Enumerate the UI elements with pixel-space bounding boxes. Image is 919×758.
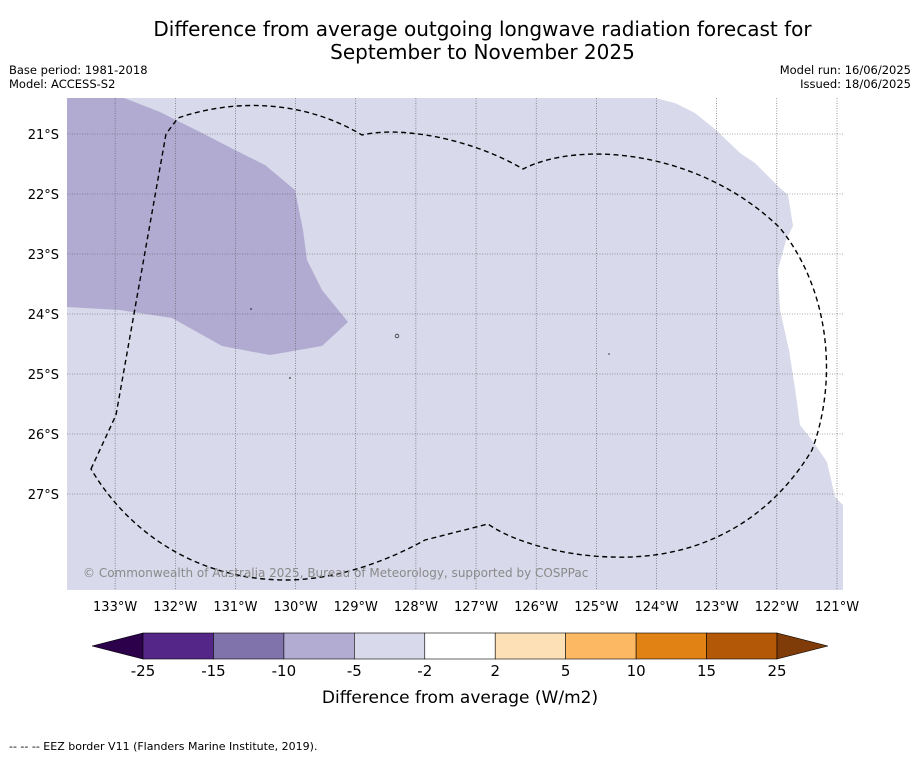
latitude-label: 26°S: [28, 428, 59, 443]
latitude-labels: 21°S 22°S 23°S 24°S 25°S 26°S 27°S: [28, 128, 59, 503]
island-speck: [250, 308, 252, 310]
meta-left: Base period: 1981-2018 Model: ACCESS-S2: [9, 63, 148, 91]
base-period: Base period: 1981-2018: [9, 63, 148, 77]
longitude-label: 124°W: [634, 600, 678, 615]
longitude-label: 127°W: [454, 600, 498, 615]
longitude-label: 132°W: [153, 600, 197, 615]
colorbar-tick-label: -25: [131, 662, 156, 680]
copyright-notice: © Commonwealth of Australia 2025, Bureau…: [83, 566, 588, 580]
footer-note: -- -- -- EEZ border V11 (Flanders Marine…: [9, 740, 318, 753]
colorbar-tick-label: 15: [697, 662, 716, 680]
longitude-label: 126°W: [514, 600, 558, 615]
longitude-label: 121°W: [815, 600, 859, 615]
map-fill-darker-west: [67, 98, 348, 355]
colorbar-tick-label: -10: [272, 662, 297, 680]
longitude-label: 131°W: [213, 600, 257, 615]
map-fill-white-east: [655, 98, 843, 505]
colorbar-segment: [283, 632, 355, 660]
latitude-label: 21°S: [28, 128, 59, 143]
colorbar-segment: [354, 632, 426, 660]
island-speck: [289, 377, 291, 379]
island-speck: [394, 333, 400, 339]
colorbar-tick-label: -15: [201, 662, 226, 680]
colorbar-segment: [424, 632, 496, 660]
colorbar-segment: [494, 632, 566, 660]
title-line-2: September to November 2025: [330, 40, 635, 64]
longitude-label: 130°W: [274, 600, 318, 615]
colorbar: -25 -15 -10 -5 -2 2 5 10 15 25: [91, 632, 829, 680]
model-run: Model run: 16/06/2025: [779, 63, 911, 77]
latitude-label: 25°S: [28, 368, 59, 383]
longitude-label: 128°W: [394, 600, 438, 615]
colorbar-tick-label: 5: [561, 662, 571, 680]
colorbar-extend-low: [91, 632, 144, 660]
colorbar-segment: [142, 632, 214, 660]
latitude-label: 27°S: [28, 488, 59, 503]
model-name: Model: ACCESS-S2: [9, 77, 116, 91]
island-speck: [608, 353, 610, 355]
map-title: Difference from average outgoing longwav…: [0, 18, 919, 64]
map-area: © Commonwealth of Australia 2025, Bureau…: [67, 98, 843, 590]
colorbar-tick-label: -2: [417, 662, 432, 680]
longitude-labels: 133°W 132°W 131°W 130°W 129°W 128°W 127°W 126°W…: [93, 600, 859, 615]
legend-title: Difference from average (W/m2): [322, 688, 598, 708]
meta-right: Model run: 16/06/2025 Issued: 18/06/2025: [780, 63, 911, 91]
longitude-label: 122°W: [755, 600, 799, 615]
longitude-label: 133°W: [93, 600, 137, 615]
colorbar-tick-label: -5: [347, 662, 362, 680]
latitude-label: 22°S: [28, 188, 59, 203]
issued-date: Issued: 18/06/2025: [800, 77, 911, 91]
colorbar-segment: [706, 632, 778, 660]
map-gridlines: [67, 98, 843, 590]
longitude-label: 125°W: [574, 600, 618, 615]
colorbar-extend-high: [776, 632, 829, 660]
colorbar-segment: [565, 632, 637, 660]
colorbar-tick-label: 2: [490, 662, 500, 680]
latitude-label: 23°S: [28, 248, 59, 263]
colorbar-segment: [635, 632, 707, 660]
title-line-1: Difference from average outgoing longwav…: [153, 17, 812, 41]
longitude-label: 129°W: [334, 600, 378, 615]
colorbar-tick-label: 25: [767, 662, 786, 680]
longitude-label: 123°W: [695, 600, 739, 615]
eez-border: [90, 104, 828, 581]
colorbar-segment: [213, 632, 285, 660]
colorbar-tick-label: 10: [627, 662, 646, 680]
latitude-label: 24°S: [28, 308, 59, 323]
